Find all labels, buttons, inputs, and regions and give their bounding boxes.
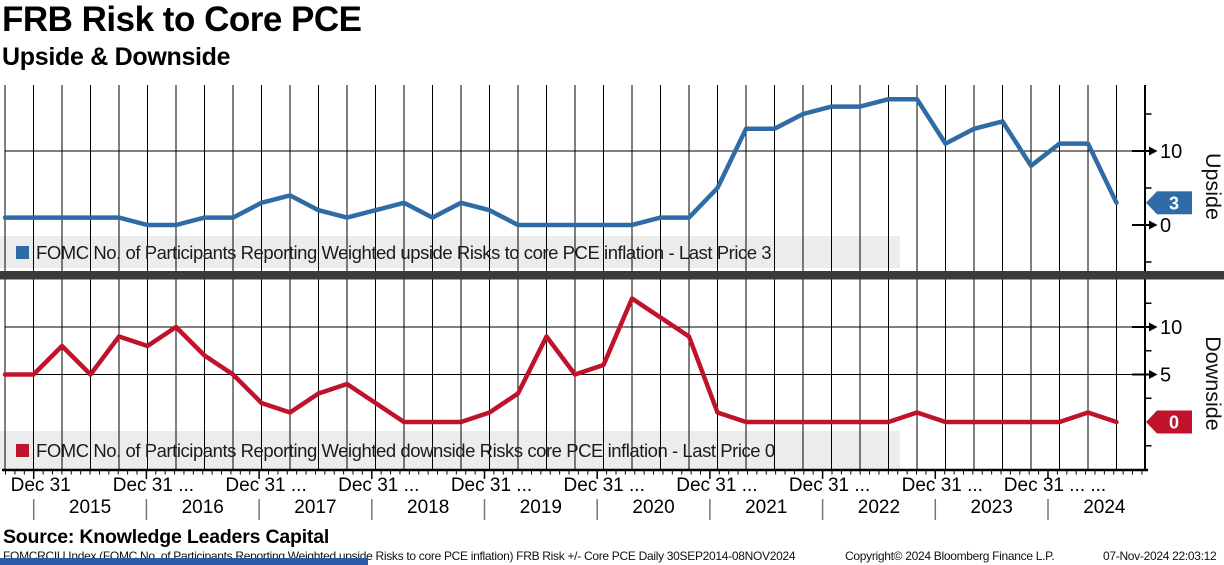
x-date-label: Dec 31 ... bbox=[676, 475, 757, 496]
series-line-upside[interactable] bbox=[2, 96, 1119, 228]
y-tick-label: 0 bbox=[1160, 215, 1171, 237]
x-date-label: Dec 31 ... bbox=[789, 475, 870, 496]
legend-strip-downside bbox=[0, 431, 900, 469]
x-year-label: 2018 bbox=[407, 497, 449, 518]
x-date-label: Dec 31 ... bbox=[451, 475, 532, 496]
chart-title: FRB Risk to Core PCE bbox=[2, 0, 362, 39]
year-separator bbox=[1047, 499, 1049, 520]
x-year-label: 2023 bbox=[971, 497, 1013, 518]
last-price-tag-upside[interactable]: 3 bbox=[1146, 191, 1192, 215]
x-date-label: Dec 31 ... ... bbox=[1004, 475, 1106, 496]
x-year-label: 2016 bbox=[182, 497, 224, 518]
y-tick-arrow-icon bbox=[1149, 220, 1158, 230]
x-year-label: 2024 bbox=[1083, 497, 1126, 518]
series-line-downside[interactable] bbox=[2, 296, 1119, 425]
x-year-label: 2017 bbox=[294, 497, 336, 518]
legend-swatch-downside-icon bbox=[16, 444, 29, 457]
year-separator bbox=[258, 499, 260, 520]
panel-divider bbox=[0, 271, 1224, 280]
year-separator bbox=[934, 499, 937, 520]
year-separator bbox=[821, 499, 824, 520]
x-year-label: 2015 bbox=[69, 497, 111, 518]
x-date-label: Dec 31 ... bbox=[564, 475, 645, 496]
x-date-label: Dec 31 ... bbox=[338, 475, 419, 496]
taskbar-fragment bbox=[0, 558, 368, 565]
y-tick-label: 10 bbox=[1160, 317, 1182, 339]
axis-title-downside: Downside bbox=[1201, 336, 1224, 430]
x-year-label: 2019 bbox=[520, 497, 562, 518]
y-tick-arrow-icon bbox=[1149, 322, 1158, 332]
y-tick-label: 10 bbox=[1160, 141, 1182, 163]
last-price-tag-value: 0 bbox=[1169, 413, 1179, 433]
chart-subtitle: Upside & Downside bbox=[2, 43, 231, 71]
legend-label-upside: FOMC No. of Participants Reporting Weigh… bbox=[36, 241, 772, 263]
y-tick-arrow-icon bbox=[1149, 370, 1158, 379]
y-tick-label: 5 bbox=[1160, 365, 1171, 387]
x-date-label: Dec 31 ... bbox=[902, 475, 983, 496]
axis-title-upside: Upside bbox=[1201, 153, 1224, 220]
last-price-tag-downside[interactable]: 0 bbox=[1146, 410, 1192, 434]
legend-label-downside: FOMC No. of Participants Reporting Weigh… bbox=[36, 439, 775, 461]
y-tick-arrow-icon bbox=[1149, 146, 1158, 156]
year-separator bbox=[371, 499, 373, 520]
x-year-label: 2021 bbox=[745, 497, 787, 518]
x-date-label: Dec 31 bbox=[11, 475, 71, 496]
legend-row-upside[interactable]: FOMC No. of Participants Reporting Weigh… bbox=[0, 237, 900, 268]
footer-timestamp: 07-Nov-2024 22:03:12 bbox=[1103, 549, 1217, 563]
year-separator bbox=[483, 499, 486, 520]
year-separator bbox=[709, 499, 711, 520]
legend-swatch-upside-icon bbox=[16, 246, 29, 259]
source-line: Source: Knowledge Leaders Capital bbox=[3, 526, 330, 548]
last-price-tag-value: 3 bbox=[1169, 193, 1179, 213]
year-separator bbox=[145, 499, 148, 520]
legend-strip-upside bbox=[0, 236, 900, 268]
legend-row-downside[interactable]: FOMC No. of Participants Reporting Weigh… bbox=[0, 432, 900, 469]
year-separator bbox=[32, 499, 35, 520]
x-date-label: Dec 31 ... bbox=[113, 475, 194, 496]
x-year-label: 2020 bbox=[632, 497, 674, 518]
footer-copyright: Copyright© 2024 Bloomberg Finance L.P. bbox=[845, 549, 1055, 563]
x-date-label: Dec 31 ... bbox=[225, 475, 306, 496]
year-separator bbox=[596, 499, 598, 520]
x-year-label: 2022 bbox=[858, 497, 900, 518]
